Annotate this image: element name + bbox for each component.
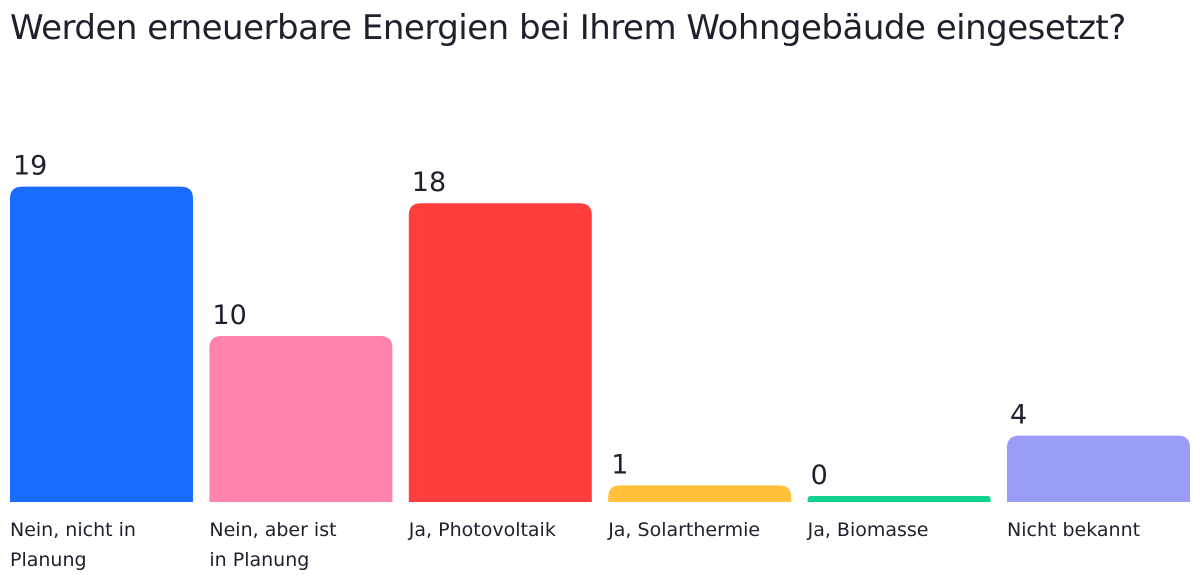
bar-3 [608, 485, 792, 502]
chart-title: Werden erneuerbare Energien bei Ihrem Wo… [10, 8, 1126, 48]
category-label-5: Nicht bekannt [1007, 519, 1141, 541]
value-label-0: 19 [13, 151, 47, 182]
bar-1 [209, 336, 393, 502]
bar-4 [807, 496, 991, 502]
value-label-2: 18 [412, 167, 446, 198]
category-label-4: Ja, Biomasse [807, 519, 929, 541]
category-label-2: Ja, Photovoltaik [408, 519, 556, 541]
bar-0 [10, 186, 193, 502]
category-label-0: Nein, nicht in Planung [10, 519, 136, 571]
value-label-5: 4 [1010, 400, 1027, 431]
value-label-3: 1 [611, 449, 628, 480]
bar-2 [408, 203, 592, 502]
category-label-1: Nein, aber ist in Planung [209, 519, 337, 571]
category-label-3: Ja, Solarthermie [608, 519, 761, 541]
value-label-4: 0 [811, 460, 828, 491]
value-label-1: 10 [212, 300, 246, 331]
bar-5 [1007, 435, 1190, 502]
